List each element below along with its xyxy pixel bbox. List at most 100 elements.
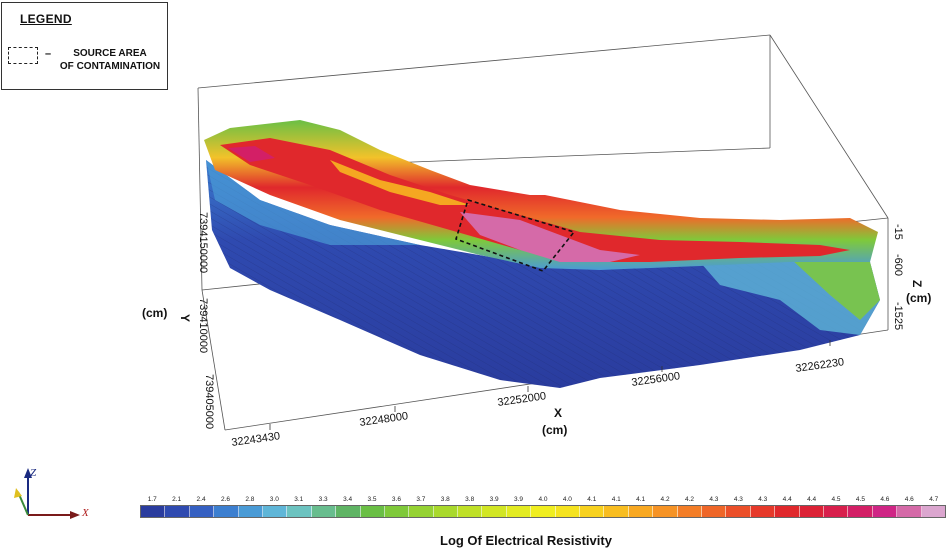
colorbar-cell	[433, 506, 459, 517]
colorbar-cell	[775, 506, 800, 517]
colorbar-tick-label: 4.6	[880, 496, 890, 503]
legend-source-swatch	[8, 47, 38, 64]
z-axis-label: Z	[910, 280, 924, 287]
colorbar-tick-label: 4.7	[929, 496, 939, 503]
colorbar-tick-label: 3.0	[269, 496, 279, 503]
resistivity-body-green-right	[790, 258, 880, 320]
colorbar-tick-label: 3.3	[318, 496, 328, 503]
y-tick-1: 7394150000	[197, 212, 209, 273]
colorbar-cell	[531, 506, 556, 517]
triad-x-label: X	[81, 507, 90, 519]
colorbar-tick-label: 2.1	[172, 496, 182, 503]
z-axis-unit: (cm)	[906, 291, 931, 305]
colorbar-cell	[653, 506, 678, 517]
x-tick-1: 32243430	[231, 430, 281, 449]
x-tick-5: 32262230	[795, 356, 845, 375]
resistivity-body-hatch	[206, 160, 880, 388]
colorbar-cell	[214, 506, 239, 517]
z-tick-1: -15	[892, 224, 904, 240]
y-tick-2: 739410000	[197, 298, 209, 353]
colorbar-tick-label: 3.6	[391, 496, 401, 503]
colorbar-title: Log Of Electrical Resistivity	[440, 533, 612, 548]
colorbar-tick-label: 2.4	[196, 496, 206, 503]
colorbar-tick-label: 4.4	[782, 496, 792, 503]
colorbar-tick-label: 4.3	[733, 496, 743, 503]
colorbar-tick-label: 4.4	[807, 496, 817, 503]
colorbar-tick-label: 4.2	[660, 496, 670, 503]
z-tick-2: -600	[892, 254, 904, 276]
colorbar-tick-label: 4.5	[831, 496, 841, 503]
colorbar-cell	[921, 506, 945, 517]
resistivity-core-peak-left	[228, 146, 275, 162]
colorbar-tick-label: 3.8	[440, 496, 450, 503]
colorbar-cell	[360, 506, 385, 517]
legend-title: LEGEND	[20, 12, 72, 26]
colorbar-cell	[287, 506, 312, 517]
colorbar-cell	[141, 506, 166, 517]
legend-box: LEGEND – SOURCE AREA OF CONTAMINATION	[1, 2, 168, 90]
colorbar-cell	[677, 506, 702, 517]
colorbar-tick-label: 3.4	[343, 496, 353, 503]
colorbar-cell	[799, 506, 824, 517]
y-axis-unit: (cm)	[142, 306, 167, 320]
resistivity-surface-top	[204, 120, 878, 270]
triad-z-label: Z	[30, 467, 37, 479]
colorbar-tick-label: 2.8	[245, 496, 255, 503]
colorbar-tick-label: 3.7	[416, 496, 426, 503]
colorbar-cell	[262, 506, 288, 517]
colorbar-cell	[409, 506, 434, 517]
legend-source-line1: SOURCE AREA	[73, 48, 147, 59]
colorbar	[140, 505, 946, 518]
colorbar-tick-label: 3.5	[367, 496, 377, 503]
colorbar-tick-label: 3.9	[514, 496, 524, 503]
colorbar-cell	[336, 506, 361, 517]
x-axis-label: X	[554, 406, 562, 420]
legend-source-label: SOURCE AREA OF CONTAMINATION	[54, 47, 166, 73]
x-tick-2: 32248000	[359, 410, 409, 429]
colorbar-cell	[872, 506, 898, 517]
colorbar-cell	[580, 506, 605, 517]
colorbar-cell	[555, 506, 581, 517]
colorbar-tick-label: 4.1	[587, 496, 597, 503]
axis-triad: Z X	[14, 467, 90, 519]
colorbar-cell	[506, 506, 532, 517]
colorbar-cell	[604, 506, 629, 517]
colorbar-tick-label: 4.0	[538, 496, 548, 503]
colorbar-tick-label: 4.3	[758, 496, 768, 503]
colorbar-tick-label: 4.6	[904, 496, 914, 503]
colorbar-tick-label: 1.7	[147, 496, 157, 503]
colorbar-cell	[823, 506, 849, 517]
colorbar-cell	[628, 506, 654, 517]
colorbar-cell	[189, 506, 215, 517]
x-tick-3: 32252000	[497, 390, 547, 409]
colorbar-cell	[701, 506, 727, 517]
colorbar-cell	[311, 506, 337, 517]
colorbar-tick-label: 3.8	[465, 496, 475, 503]
resistivity-body-light-left	[206, 160, 420, 245]
colorbar-tick-label: 4.3	[709, 496, 719, 503]
colorbar-tick-label: 3.9	[489, 496, 499, 503]
z-tick-3: -1525	[892, 302, 904, 330]
colorbar-cell	[384, 506, 410, 517]
colorbar-tick-label: 4.2	[684, 496, 695, 503]
colorbar-cell	[726, 506, 751, 517]
colorbar-cell	[750, 506, 776, 517]
colorbar-tick-label: 4.5	[855, 496, 865, 503]
colorbar-tick-label: 3.1	[294, 496, 304, 503]
colorbar-tick-label: 4.1	[636, 496, 646, 503]
legend-dash: –	[45, 48, 52, 60]
resistivity-yellow-streak	[330, 160, 470, 205]
colorbar-cell	[848, 506, 873, 517]
source-area-outline	[455, 199, 576, 272]
colorbar-tick-label: 4.1	[611, 496, 621, 503]
colorbar-cell	[165, 506, 190, 517]
x-tick-4: 32256000	[631, 370, 681, 389]
resistivity-core-peak	[460, 212, 640, 262]
colorbar-cell	[897, 506, 922, 517]
colorbar-tick-label: 4.0	[562, 496, 572, 503]
x-axis-ticks	[269, 340, 831, 430]
y-axis-label: Y	[178, 314, 192, 322]
legend-source-line2: OF CONTAMINATION	[59, 61, 161, 72]
x-axis-unit: (cm)	[542, 423, 567, 437]
